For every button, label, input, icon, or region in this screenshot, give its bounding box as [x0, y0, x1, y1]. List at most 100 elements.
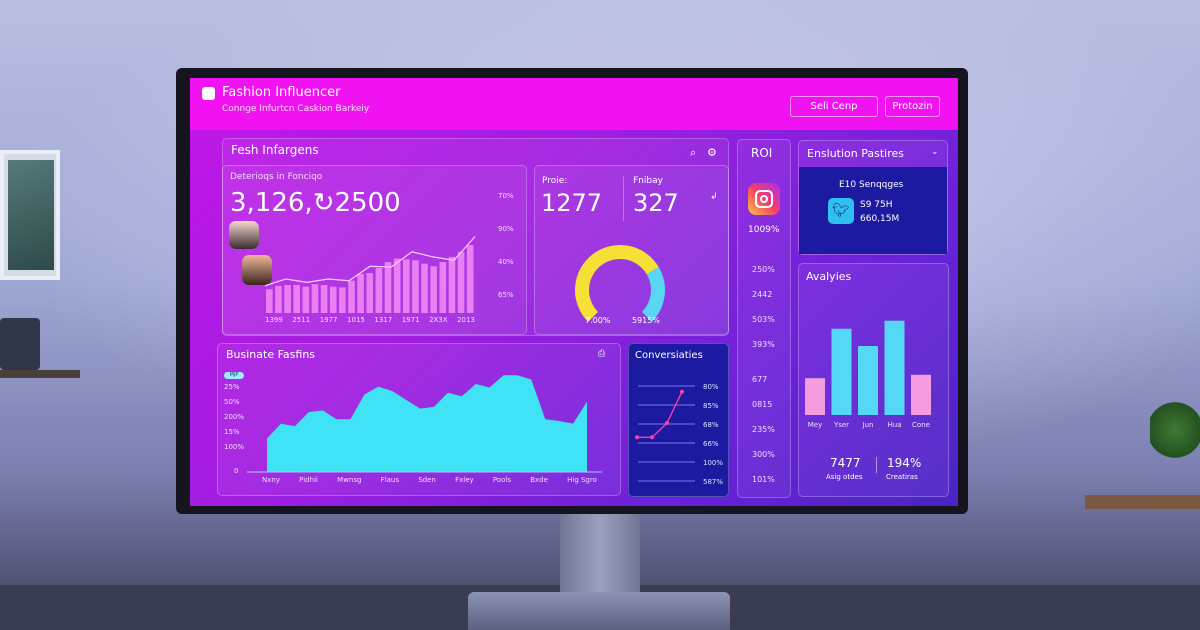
divider [623, 176, 624, 221]
y-tick: 66% [703, 440, 719, 448]
export-icon[interactable]: ⎙ [598, 349, 606, 359]
gauge-chart [575, 245, 665, 322]
enslution-title: Enslution Pastires [807, 147, 905, 160]
conversations-title: Conversiaties [635, 350, 703, 361]
analytics-bar [884, 320, 905, 415]
bar [339, 287, 346, 313]
x-tick: Mwnsg [337, 476, 362, 484]
analytics-x-tick: Hua [888, 421, 902, 429]
x-tick: Nxny [262, 476, 280, 484]
conversations-line-chart: 80% 85% 68% 66% 100% 587% [635, 383, 723, 486]
followers-bar-chart [265, 236, 475, 313]
bar [266, 289, 273, 313]
x-tick: Pools [492, 476, 511, 484]
bar [448, 256, 456, 313]
analytics-stat-2-value: 194% [887, 456, 922, 470]
followers-y-axis: 70% 90% 40% 65% [498, 192, 524, 307]
conversations-panel [628, 343, 729, 497]
gauge-segment-yellow [575, 245, 659, 322]
y-tick: 90% [498, 225, 514, 233]
roi-value: 101% [752, 475, 775, 484]
monitor-stand [560, 512, 640, 600]
gauge-right-label: 5915% [632, 316, 660, 325]
y-tick: 200% [224, 413, 245, 421]
bar [384, 262, 392, 313]
enslution-value-1: S9 75H [860, 200, 893, 210]
y-tick: 25% [224, 383, 240, 391]
x-tick: 2511 [292, 316, 311, 324]
y-tick: 50% [224, 398, 240, 406]
search-icon[interactable]: ⌕ [690, 146, 697, 159]
y-tick: 15% [224, 428, 240, 436]
y-tick: 80% [703, 383, 719, 391]
analytics-bar-chart: Mey Yser Jun Hua Cone [805, 320, 931, 429]
app-title: Fashion Influencer [222, 85, 341, 100]
analytics-x-tick: Yser [833, 421, 849, 429]
gauge-segment-cyan [641, 267, 665, 322]
bar [348, 280, 355, 313]
header-button-2[interactable]: Protozin [885, 96, 940, 117]
analytics-x-tick: Jun [862, 421, 874, 429]
business-area-chart [247, 375, 602, 473]
app-header [190, 78, 958, 130]
y-tick: 70% [498, 192, 514, 200]
bar [402, 259, 410, 313]
instagram-icon[interactable] [748, 183, 780, 215]
shelf [0, 370, 80, 378]
x-tick: 1399 [265, 316, 283, 324]
roi-title: ROI [751, 146, 773, 160]
bar [284, 284, 291, 313]
arrow-icon[interactable]: ↲ [710, 192, 718, 202]
x-tick: Pidhii [299, 476, 318, 484]
roi-value: 393% [752, 340, 775, 349]
divider [876, 457, 877, 473]
y-tick: 100% [224, 443, 245, 451]
analytics-stat-1-value: 7477 [830, 456, 861, 470]
plant-pot [0, 318, 40, 370]
business-x-axis: Nxny Pidhii Mwnsg Flaus Sden Fxley Pools Bxde Hi… [262, 476, 597, 484]
analytics-bar [911, 374, 931, 415]
x-tick: 2X3X [429, 316, 448, 324]
followers-value: 3,126,↻2500 [230, 188, 401, 218]
analytics-stat-2-label: Creatiras [886, 473, 918, 481]
monitor-base [468, 592, 730, 630]
header-button-1[interactable]: Seli Cenp [790, 96, 878, 117]
enslution-content [799, 167, 947, 254]
instagram-roi-value: 1009% [748, 225, 780, 235]
y-tick: 85% [703, 402, 719, 410]
roi-value: 250% [752, 265, 775, 274]
roi-value: 235% [752, 425, 775, 434]
y-tick: 100% [703, 459, 723, 467]
x-tick: 1015 [347, 316, 365, 324]
analytics-bar [831, 328, 852, 415]
y-tick: 0 [234, 467, 239, 475]
data-point [680, 389, 684, 394]
x-tick: 1977 [319, 316, 338, 324]
settings-icon[interactable]: ⚙ [707, 146, 717, 159]
analytics-bar [805, 378, 825, 415]
area-series [267, 375, 587, 472]
y-tick: 65% [498, 291, 514, 299]
bar [421, 263, 428, 313]
trend-line [265, 236, 475, 287]
business-y-axis: 25% 50% 200% 15% 100% 0 [222, 383, 248, 475]
twitter-icon[interactable]: 🐦︎ [828, 198, 854, 224]
followers-label: Deterioqs in Fonciqo [230, 172, 323, 182]
side-table [1085, 495, 1200, 509]
bar [293, 284, 301, 313]
analytics-stat-1-label: Asig otdes [826, 473, 863, 481]
avatar[interactable] [229, 221, 259, 249]
roi-value: 503% [752, 315, 775, 324]
enslution-value-2: 660,15M [860, 214, 900, 224]
chevron-down-icon[interactable]: ⌄ [931, 147, 939, 157]
x-tick: 1317 [374, 316, 393, 324]
data-point [635, 435, 639, 440]
followers-x-axis: 1399 2511 1977 1015 1317 1971 2X3X 2013 [265, 316, 475, 324]
data-point [665, 421, 669, 426]
roi-value: 2442 [752, 290, 773, 299]
app-subtitle: Connge Infurtcn Caskion Barkeiy [222, 104, 370, 114]
avatar[interactable] [242, 255, 272, 285]
bar [457, 251, 465, 313]
conversion-line [637, 391, 683, 438]
analytics-x-tick: Cone [912, 421, 930, 429]
